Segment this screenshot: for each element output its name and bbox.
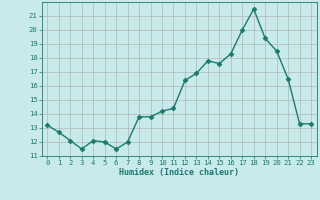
X-axis label: Humidex (Indice chaleur): Humidex (Indice chaleur) [119, 168, 239, 177]
